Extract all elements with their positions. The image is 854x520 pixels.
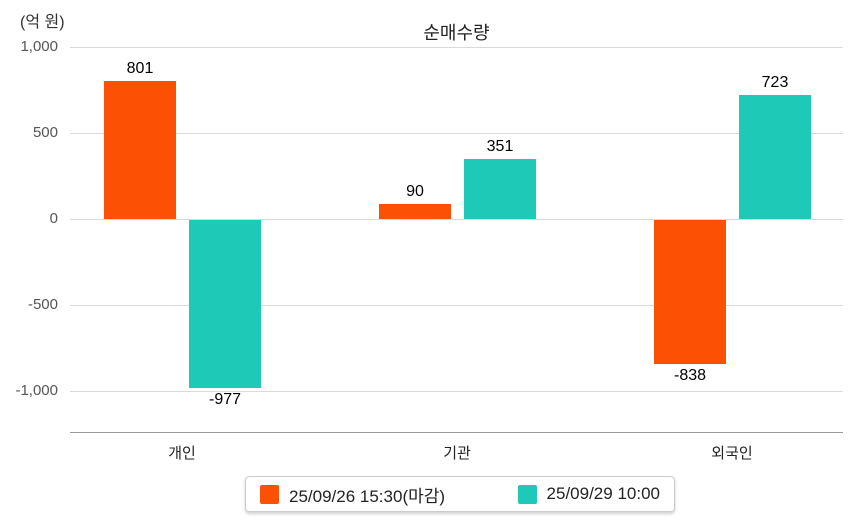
gridline--1000 [70, 391, 843, 392]
gridline-500 [70, 133, 843, 134]
legend: 25/09/26 15:30(마감) 25/09/29 10:00 [245, 476, 675, 512]
y-tick-label--500: -500 [27, 296, 58, 313]
legend-item-series1: 25/09/29 10:00 [517, 484, 660, 504]
legend-swatch-icon [517, 484, 537, 504]
x-category-label-외국인: 외국인 [711, 445, 753, 462]
bar-value-label-series0-외국인: -838 [673, 367, 707, 384]
bar-series0-외국인 [654, 220, 726, 364]
bar-value-label-series1-기관: 351 [486, 138, 514, 155]
y-axis-unit-label: (억 원) [20, 14, 65, 31]
bar-value-label-series0-개인: 801 [126, 60, 154, 77]
x-axis-line [70, 432, 843, 433]
bar-series1-개인 [189, 220, 261, 388]
x-category-label-개인: 개인 [168, 445, 196, 462]
y-tick-label--1000: -1,000 [15, 382, 58, 399]
bar-series1-기관 [464, 159, 536, 219]
y-tick-label-0: 0 [49, 210, 58, 227]
chart-title: 순매수량 [423, 23, 490, 43]
y-tick-label-500: 500 [32, 124, 58, 141]
legend-label-series0: 25/09/26 15:30(마감) [289, 486, 446, 506]
gridline--500 [70, 305, 843, 306]
gridline-1000 [70, 47, 843, 48]
x-category-label-기관: 기관 [443, 445, 471, 462]
bar-value-label-series1-개인: -977 [208, 391, 242, 408]
bar-series0-개인 [104, 81, 176, 219]
bar-series1-외국인 [739, 95, 811, 219]
gridline-0 [70, 219, 843, 220]
y-tick-label-1000: 1,000 [20, 38, 58, 55]
bar-series0-기관 [379, 204, 451, 219]
legend-item-series0: 25/09/26 15:30(마감) [260, 482, 445, 507]
legend-swatch-icon [260, 484, 279, 504]
bar-value-label-series0-기관: 90 [406, 183, 424, 200]
bar-value-label-series1-외국인: 723 [761, 74, 789, 91]
legend-label-series1: 25/09/29 10:00 [546, 484, 660, 503]
